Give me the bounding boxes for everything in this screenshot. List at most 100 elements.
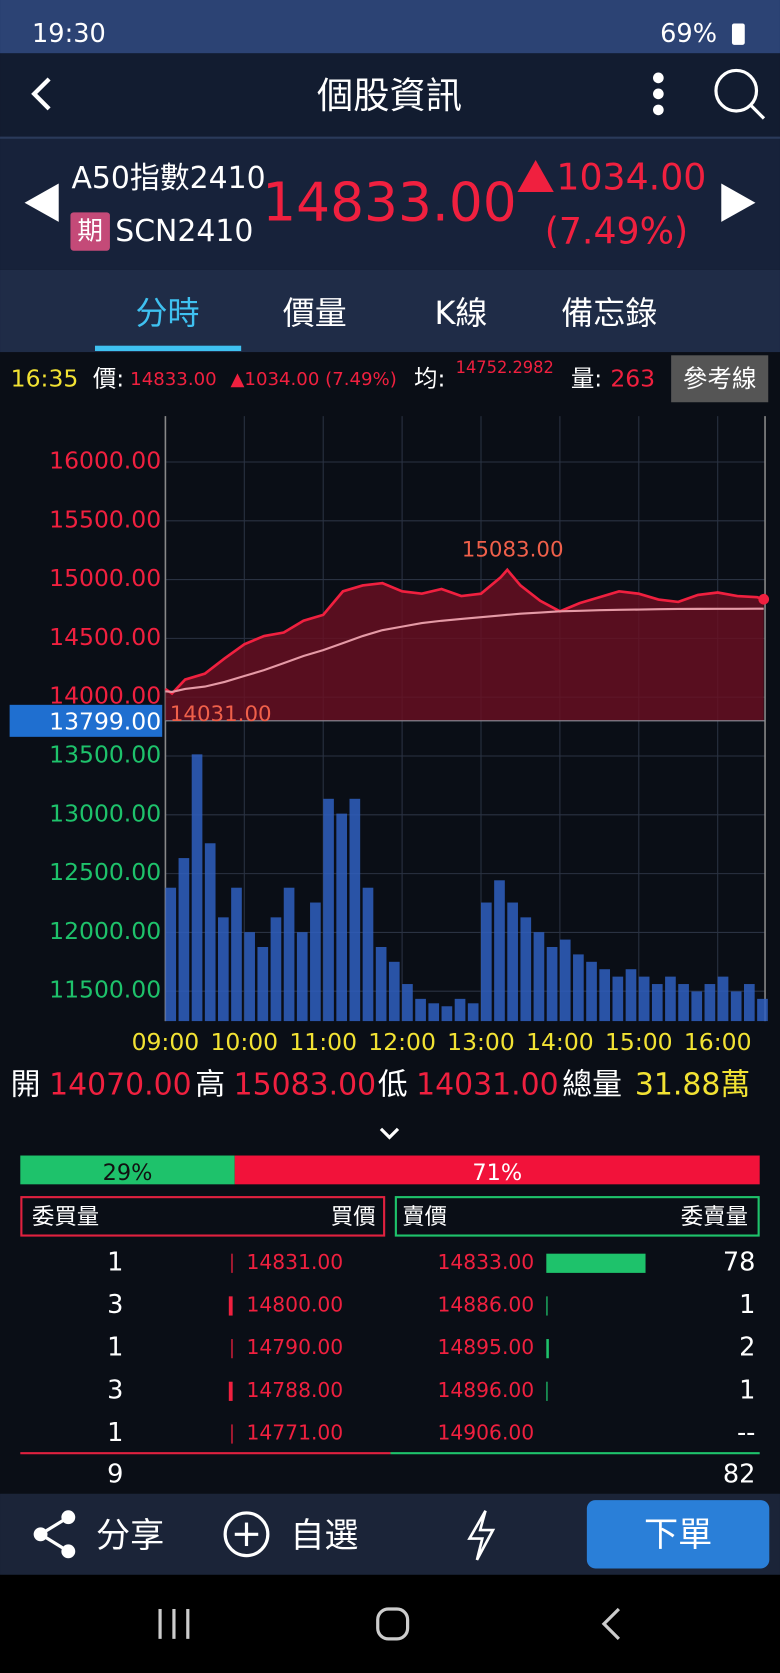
volume-bar — [704, 984, 716, 1022]
tab[interactable]: 價量 — [283, 294, 347, 332]
ask-qty-bar — [546, 1339, 549, 1359]
last-price-dot — [758, 593, 770, 605]
ask-price: 14906.00 — [437, 1421, 534, 1445]
battery-icon — [731, 23, 745, 45]
reference-button[interactable] — [671, 355, 769, 403]
up-arrow — [517, 160, 554, 193]
volume-bar — [402, 984, 413, 1022]
info-change: ▲1034.00 (7.49%) — [230, 369, 396, 390]
ask-qty: -- — [737, 1418, 755, 1448]
prev-button[interactable] — [24, 183, 59, 222]
ohlc-value: 15083.00 — [234, 1068, 376, 1103]
reference-label-bg — [9, 704, 163, 737]
volume-bar — [178, 858, 190, 1022]
share-text[interactable]: 分享 — [96, 1516, 164, 1556]
bid-price: 14788.00 — [246, 1378, 343, 1402]
x-tick-label: 15:00 — [605, 1028, 673, 1056]
x-tick-label: 09:00 — [132, 1028, 200, 1056]
back-button[interactable] — [31, 77, 51, 111]
volume-bar — [625, 969, 637, 1022]
average-line — [165, 607, 764, 693]
volume-bar — [743, 984, 755, 1022]
ask-price: 14833.00 — [437, 1250, 534, 1274]
volume-bar — [296, 932, 308, 1022]
volume-bar — [349, 798, 361, 1022]
quote-change: 1034.00 — [556, 155, 706, 198]
search-button[interactable] — [714, 68, 766, 120]
quote-name: A50指數2410 — [72, 161, 266, 196]
quote-price: 14833.00 — [262, 171, 516, 234]
volume-bar — [573, 954, 584, 1022]
price-area — [165, 569, 764, 721]
badge — [70, 212, 110, 251]
volume-bar — [520, 917, 532, 1022]
buy-ratio-label: 29% — [103, 1160, 153, 1186]
expand-button[interactable] — [379, 1127, 400, 1140]
volume-bar — [283, 887, 295, 1022]
bid-qty: 1 — [107, 1247, 123, 1277]
volume-bar — [428, 1003, 440, 1022]
y-tick-label: 11500.00 — [49, 976, 161, 1004]
reference-button-text: 參考線 — [683, 364, 757, 393]
ask-qty-bar — [546, 1381, 548, 1401]
tab[interactable]: 分時 — [136, 294, 200, 332]
volume-bar — [310, 902, 321, 1022]
bid-qty-bar — [228, 1296, 233, 1316]
ohlc-label: 開 — [11, 1068, 41, 1103]
bid-qty: 3 — [107, 1290, 123, 1320]
recent-apps-button[interactable] — [158, 1608, 190, 1639]
ask-qty: 78 — [723, 1247, 756, 1277]
share-icon[interactable] — [33, 1510, 76, 1559]
volume-bar — [665, 976, 676, 1022]
volume-bar — [638, 976, 650, 1022]
volume-bar — [257, 946, 269, 1022]
tab-bar — [0, 269, 780, 353]
info-price: 14833.00 — [130, 369, 216, 390]
volume-bar — [586, 961, 597, 1022]
ask-price: 14886.00 — [437, 1292, 534, 1316]
x-tick-label: 11:00 — [289, 1028, 357, 1056]
volume-bar — [454, 998, 466, 1022]
ask-header-box — [394, 1196, 760, 1237]
info-avg: 14752.2982 — [456, 358, 554, 378]
next-button[interactable] — [721, 183, 756, 222]
bid-qty-bar — [228, 1381, 233, 1401]
volume-bar — [191, 754, 203, 1022]
home-button[interactable] — [376, 1607, 410, 1641]
quick-icon[interactable] — [467, 1510, 496, 1561]
watch-icon[interactable] — [223, 1511, 270, 1558]
column-header: 委買量 — [32, 1204, 99, 1230]
x-tick-label: 12:00 — [368, 1028, 436, 1056]
x-tick-label: 10:00 — [210, 1028, 278, 1056]
back-nav-button[interactable] — [601, 1607, 620, 1640]
volume-bar — [362, 887, 374, 1022]
volume-bar — [218, 917, 229, 1022]
volume-bar — [494, 880, 505, 1022]
info-label: 均: — [414, 364, 445, 392]
bid-qty-bar — [231, 1253, 233, 1273]
ohlc-label: 總量 — [562, 1068, 622, 1103]
volume-bar — [546, 946, 558, 1022]
menu-button[interactable] — [653, 72, 664, 116]
order-button[interactable] — [586, 1500, 770, 1569]
status-bar — [0, 0, 780, 54]
volume-bar — [678, 984, 689, 1022]
x-tick-label: 14:00 — [526, 1028, 594, 1056]
tab[interactable]: K線 — [434, 294, 487, 332]
volume-bar — [467, 1003, 479, 1022]
volume-bar — [599, 969, 611, 1022]
max-annotation: 15083.00 — [462, 538, 564, 563]
quote-change-pct: (7.49%) — [545, 210, 689, 253]
ohlc-label: 低 — [378, 1068, 408, 1103]
sell-ratio — [234, 1155, 760, 1185]
tab[interactable]: 備忘錄 — [561, 294, 657, 332]
bid-qty: 1 — [107, 1418, 123, 1448]
volume-bar — [507, 902, 518, 1022]
info-label: 量: — [571, 364, 602, 392]
watch-text[interactable]: 自選 — [290, 1516, 358, 1556]
x-tick-label: 16:00 — [684, 1028, 752, 1056]
ask-price: 14895.00 — [437, 1335, 534, 1359]
volume-bar — [323, 798, 334, 1022]
volume-bar — [415, 998, 426, 1022]
